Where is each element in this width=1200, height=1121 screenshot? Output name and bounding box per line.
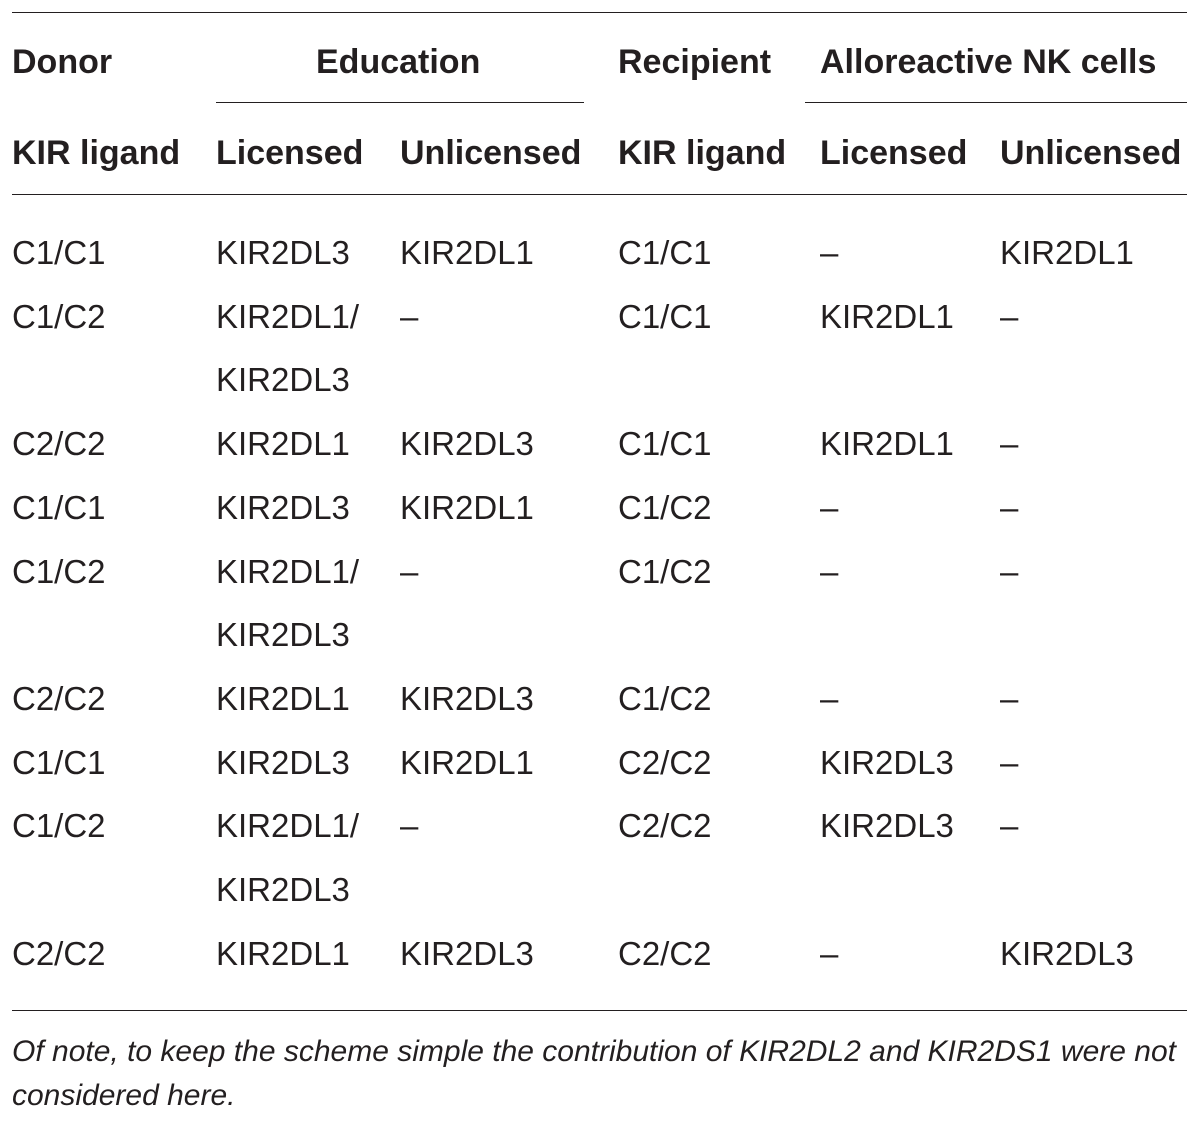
cell-recipient-kir-ligand: C2/C2 <box>618 807 712 845</box>
cell-education-unlicensed: KIR2DL1 <box>400 488 534 526</box>
cell-alloreactive-unlicensed: – <box>1000 297 1019 335</box>
cell-alloreactive-licensed: KIR2DL1 <box>820 425 954 463</box>
cell-donor-kir-ligand: C1/C1 <box>12 234 106 271</box>
cell-education-licensed: KIR2DL1/ <box>216 297 360 335</box>
cell-education-licensed: KIR2DL3 <box>216 871 350 908</box>
cell-donor-kir-ligand: C2/C2 <box>12 425 106 463</box>
cell-recipient-kir-ligand: C1/C2 <box>618 679 712 717</box>
header-education: Education <box>316 43 481 81</box>
cell-alloreactive-unlicensed: – <box>1000 488 1019 526</box>
table-bottom-rule <box>12 1010 1187 1011</box>
cell-education-licensed: KIR2DL1 <box>216 934 350 972</box>
cell-alloreactive-licensed: KIR2DL3 <box>820 743 954 781</box>
cell-education-licensed: KIR2DL3 <box>216 616 350 654</box>
cell-education-licensed: KIR2DL1/ <box>216 807 360 845</box>
cell-education-licensed: KIR2DL1/ <box>216 552 360 590</box>
cell-alloreactive-licensed: – <box>820 488 839 526</box>
cell-alloreactive-licensed: – <box>820 234 839 271</box>
cell-education-licensed: KIR2DL1 <box>216 425 350 463</box>
subheader-recipient-kir-ligand: KIR ligand <box>618 134 787 172</box>
cell-education-licensed: KIR2DL3 <box>216 488 350 526</box>
cell-donor-kir-ligand: C1/C2 <box>12 552 106 590</box>
cell-alloreactive-unlicensed: – <box>1000 679 1019 717</box>
subheader-donor-kir-ligand: KIR ligand <box>12 134 181 172</box>
cell-education-licensed: KIR2DL3 <box>216 361 350 399</box>
table-footnote: Of note, to keep the scheme simple the c… <box>12 1035 1176 1112</box>
education-span-rule <box>216 102 584 103</box>
cell-alloreactive-licensed: – <box>820 934 839 972</box>
cell-alloreactive-unlicensed: KIR2DL1 <box>1000 234 1134 271</box>
table-top-rule <box>12 12 1187 13</box>
cell-recipient-kir-ligand: C1/C1 <box>618 297 712 335</box>
cell-donor-kir-ligand: C2/C2 <box>12 679 106 717</box>
subheader-alloreactive-licensed: Licensed <box>820 134 968 172</box>
cell-recipient-kir-ligand: C1/C1 <box>618 234 712 271</box>
header-bottom-rule <box>12 194 1187 195</box>
cell-education-unlicensed: KIR2DL3 <box>400 679 534 717</box>
subheader-education-licensed: Licensed <box>216 134 364 172</box>
cell-alloreactive-unlicensed: – <box>1000 552 1019 590</box>
alloreactive-span-rule <box>805 102 1187 103</box>
cell-education-unlicensed: KIR2DL3 <box>400 425 534 463</box>
cell-recipient-kir-ligand: C2/C2 <box>618 743 712 781</box>
cell-recipient-kir-ligand: C1/C1 <box>618 425 712 463</box>
header-alloreactive: Alloreactive NK cells <box>820 43 1157 81</box>
cell-education-licensed: KIR2DL1 <box>216 679 350 717</box>
cell-education-unlicensed: KIR2DL3 <box>400 934 534 972</box>
cell-alloreactive-licensed: KIR2DL1 <box>820 297 954 335</box>
header-donor: Donor <box>12 43 113 81</box>
cell-education-licensed: KIR2DL3 <box>216 743 350 781</box>
cell-donor-kir-ligand: C2/C2 <box>12 934 106 972</box>
cell-alloreactive-unlicensed: – <box>1000 425 1019 463</box>
cell-recipient-kir-ligand: C2/C2 <box>618 934 712 972</box>
cell-alloreactive-unlicensed: – <box>1000 807 1019 845</box>
cell-education-licensed: KIR2DL3 <box>216 234 350 271</box>
cell-alloreactive-licensed: KIR2DL3 <box>820 807 954 845</box>
cell-donor-kir-ligand: C1/C2 <box>12 297 106 335</box>
cell-alloreactive-unlicensed: KIR2DL3 <box>1000 934 1134 972</box>
cell-recipient-kir-ligand: C1/C2 <box>618 488 712 526</box>
cell-education-unlicensed: – <box>400 807 419 845</box>
cell-education-unlicensed: – <box>400 297 419 335</box>
cell-alloreactive-licensed: – <box>820 552 839 590</box>
cell-alloreactive-licensed: – <box>820 679 839 717</box>
cell-alloreactive-unlicensed: – <box>1000 743 1019 781</box>
cell-education-unlicensed: – <box>400 552 419 590</box>
header-recipient: Recipient <box>618 43 772 81</box>
subheader-education-unlicensed: Unlicensed <box>400 134 582 172</box>
subheader-alloreactive-unlicensed: Unlicensed <box>1000 134 1182 172</box>
cell-donor-kir-ligand: C1/C1 <box>12 743 106 781</box>
cell-donor-kir-ligand: C1/C2 <box>12 807 106 845</box>
cell-education-unlicensed: KIR2DL1 <box>400 743 534 781</box>
cell-recipient-kir-ligand: C1/C2 <box>618 552 712 590</box>
cell-education-unlicensed: KIR2DL1 <box>400 234 534 271</box>
cell-donor-kir-ligand: C1/C1 <box>12 488 106 526</box>
